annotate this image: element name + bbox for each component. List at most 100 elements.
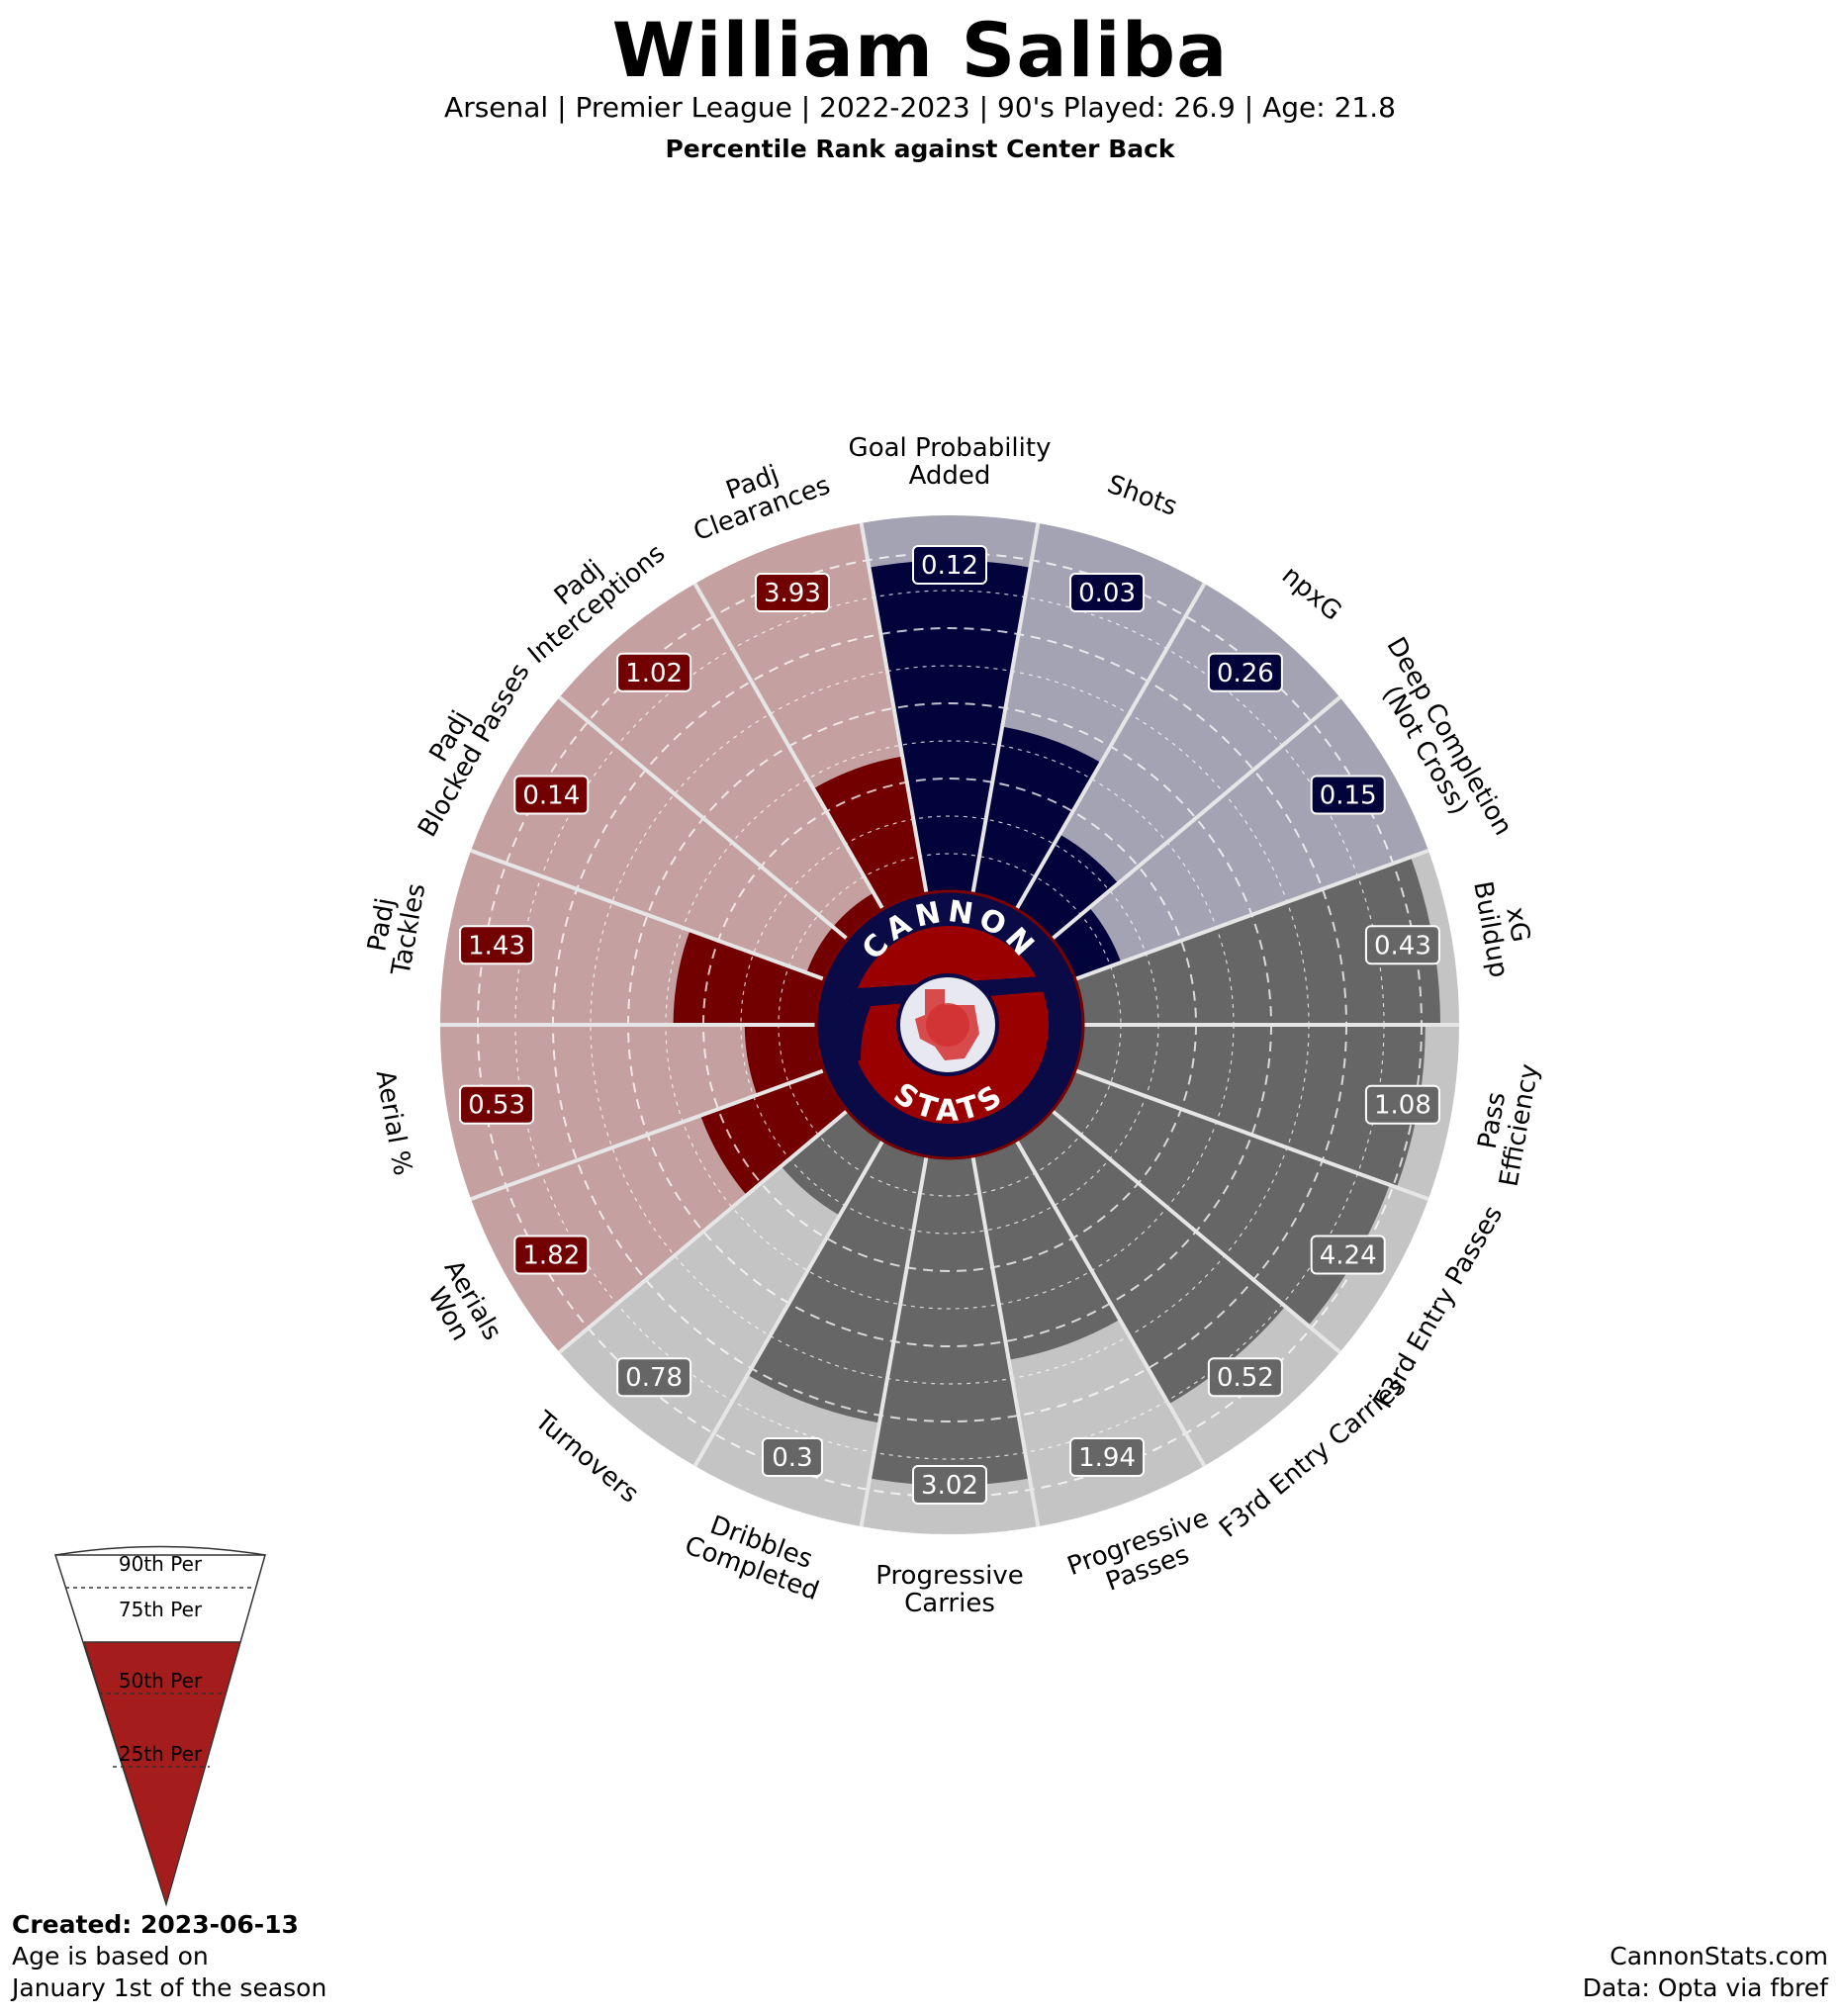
- category-label-goal-probability-added: Goal Probability Added: [849, 433, 1052, 491]
- value-badge-aerial: [459, 1084, 535, 1125]
- category-label-padj-tackles: PadjTackles: [359, 876, 432, 978]
- category-label-dribbles-completed: DribblesCompleted: [681, 1505, 832, 1606]
- player-name-title: William Saliba: [611, 6, 1229, 94]
- value-label-npxg: 0.26: [1217, 659, 1274, 688]
- category-label-npxg: npxG: [1276, 561, 1347, 627]
- category-label-progressive-passes: ProgressivePasses: [1063, 1504, 1222, 1608]
- value-label-aerial: 0.53: [468, 1091, 525, 1121]
- cannon-stats-logo: CANNON STATS: [814, 889, 1085, 1160]
- bar-npxg: [1016, 834, 1119, 940]
- value-badge-deep-completion-not-cross: [1310, 775, 1386, 815]
- value-label-f3rd-entry-carries: 0.52: [1217, 1363, 1274, 1393]
- slice-separator: [1014, 582, 1207, 911]
- value-badge-shots: [1069, 573, 1146, 613]
- bar-turnovers: [781, 1110, 883, 1216]
- slice-separator: [470, 848, 825, 981]
- value-badge-turnovers: [616, 1357, 692, 1398]
- bar-padj-tackles: [673, 930, 825, 1025]
- legend-label-25: 25th Per: [119, 1742, 203, 1766]
- bar-progressive-carries: [870, 1155, 1030, 1486]
- category-label-xg-buildup: xGBuildup: [1467, 874, 1540, 980]
- category-label-padj-clearances: PadjClearances: [681, 444, 834, 547]
- legend-label-75: 75th Per: [119, 1598, 203, 1621]
- value-badge-pass-efficiency: [1364, 1084, 1440, 1125]
- value-badge-goal-probability-added: [912, 545, 987, 585]
- category-label-turnovers: Turnovers: [528, 1406, 644, 1510]
- slice-separator: [1074, 848, 1429, 981]
- player-subtitle: Arsenal | Premier League | 2022-2023 | 9…: [444, 91, 1396, 124]
- slice-separator: [1074, 1068, 1429, 1202]
- value-label-deep-completion-not-cross: 0.15: [1320, 781, 1377, 811]
- bar-padj-blocked-passes: [806, 927, 848, 979]
- bar-f3rd-entry-carries: [1016, 1110, 1286, 1405]
- site-url: CannonStats.com: [1610, 1942, 1828, 1970]
- slice-separator: [859, 522, 929, 894]
- slice-separator: [1051, 695, 1341, 941]
- legend-label-90: 90th Per: [119, 1552, 203, 1576]
- value-badge-dribbles-completed: [761, 1436, 823, 1477]
- value-badge-padj-tackles: [459, 925, 535, 965]
- category-label-progressive-carries: Progressive Carries: [875, 1561, 1024, 1618]
- slice-separator: [970, 1155, 1041, 1527]
- background-slice-deep-completion-not-cross: [1052, 696, 1428, 979]
- bar-aerials-won: [700, 1070, 848, 1196]
- value-label-f3rd-entry-passes: 4.24: [1320, 1241, 1377, 1271]
- value-label-dribbles-completed: 0.3: [772, 1443, 812, 1473]
- value-badge-padj-blocked-passes: [513, 775, 590, 815]
- value-label-goal-probability-added: 0.12: [921, 551, 978, 581]
- data-source: Data: Opta via fbref: [1582, 1973, 1828, 2002]
- age-note-line1: Age is based on: [12, 1942, 209, 1970]
- background-slice-aerial: [440, 1025, 825, 1200]
- slice-separator: [692, 1139, 885, 1468]
- value-badge-f3rd-entry-carries: [1207, 1357, 1283, 1398]
- slice-separator: [558, 1109, 849, 1354]
- slice-separator: [970, 522, 1041, 894]
- slice-separator: [558, 695, 849, 941]
- category-label-aerials-won: AerialsWon: [414, 1255, 506, 1359]
- bar-padj-interceptions: [833, 892, 883, 940]
- slice-separator: [1051, 1109, 1341, 1354]
- bar-padj-clearances: [813, 756, 927, 910]
- background-slice-padj-blocked-passes: [471, 696, 848, 979]
- value-badge-f3rd-entry-passes: [1310, 1235, 1386, 1275]
- bar-xg-buildup: [1074, 857, 1440, 1025]
- bar-progressive-passes: [972, 1140, 1120, 1360]
- slice-separator: [1014, 1139, 1207, 1468]
- percentile-legend: 90th Per 75th Per 50th Per 25th Per: [53, 1545, 266, 1907]
- slice-separator: [470, 1068, 825, 1202]
- footer-left: Created: 2023-06-13 Age is based on Janu…: [12, 1909, 326, 2004]
- value-badge-aerials-won: [513, 1235, 590, 1275]
- percentile-note: Percentile Rank against Center Back: [665, 135, 1175, 163]
- value-badge-progressive-passes: [1069, 1436, 1146, 1477]
- value-label-pass-efficiency: 1.08: [1374, 1091, 1431, 1121]
- value-badge-padj-interceptions: [616, 652, 692, 692]
- age-note-line2: January 1st of the season: [12, 1973, 327, 2002]
- category-label-shots: Shots: [1103, 470, 1181, 522]
- footer-right: CannonStats.com Data: Opta via fbref: [1583, 1941, 1828, 2004]
- bar-dribbles-completed: [747, 1140, 927, 1423]
- category-label-pass-efficiency: PassEfficiency: [1467, 1056, 1545, 1188]
- value-badge-xg-buildup: [1364, 925, 1440, 965]
- value-label-shots: 0.03: [1078, 579, 1136, 608]
- slice-separator: [859, 1155, 929, 1527]
- bar-f3rd-entry-passes: [1052, 1070, 1390, 1327]
- value-label-padj-clearances: 3.93: [764, 579, 821, 608]
- chart-value-labels: 0.12 0.03 0.26 0.15 0.43 1.08 4.24 0.52 1.94 3.02…: [459, 545, 1440, 1505]
- chart-bars: [673, 560, 1440, 1486]
- bar-shots: [972, 726, 1101, 910]
- value-label-turnovers: 0.78: [625, 1363, 683, 1393]
- created-date: Created: 2023-06-13: [12, 1910, 299, 1939]
- bar-pass-efficiency: [1074, 1025, 1426, 1188]
- value-label-progressive-carries: 3.02: [921, 1471, 978, 1501]
- bar-goal-probability-added: [869, 560, 1031, 894]
- value-label-progressive-passes: 1.94: [1078, 1443, 1136, 1473]
- chart-separators: [440, 522, 1459, 1527]
- slice-separator: [692, 582, 885, 911]
- value-badge-padj-clearances: [754, 573, 830, 613]
- category-label-aerial: Aerial %: [370, 1068, 417, 1178]
- value-label-padj-interceptions: 1.02: [625, 659, 683, 688]
- value-label-aerials-won: 1.82: [522, 1241, 580, 1271]
- value-badge-npxg: [1207, 652, 1283, 692]
- value-label-xg-buildup: 0.43: [1374, 931, 1431, 961]
